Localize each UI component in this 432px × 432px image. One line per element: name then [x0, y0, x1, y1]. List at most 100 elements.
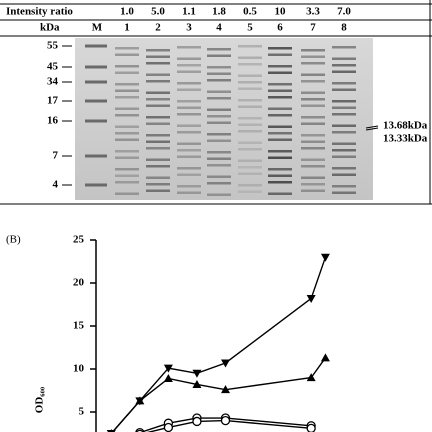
lane-band [238, 159, 262, 162]
lane-band [268, 53, 292, 56]
lane-band [207, 108, 231, 111]
lane-band [207, 97, 231, 100]
marker [135, 396, 145, 405]
lane-band [115, 114, 139, 117]
lane-band [177, 64, 201, 67]
lane-band [238, 130, 262, 133]
y-axis-label: OD₆₀₀ [34, 386, 46, 413]
lane-band [268, 107, 292, 110]
lane-band [207, 175, 231, 178]
lane-band [146, 183, 170, 186]
lane-band [177, 167, 201, 170]
ratio-value: 1.0 [120, 6, 134, 18]
ratio-value: 10 [275, 6, 287, 18]
lane-band [301, 183, 325, 186]
lane-label: 4 [216, 22, 222, 34]
lane-band [301, 158, 325, 161]
lane-band [115, 192, 139, 195]
lane-band [146, 104, 170, 107]
lane-band [301, 140, 325, 143]
marker [320, 253, 330, 262]
ratio-value: 1.1 [182, 6, 196, 18]
lane-band [207, 72, 231, 75]
lane-band [207, 139, 231, 142]
lane-band [332, 64, 356, 67]
lane-band [301, 147, 325, 150]
lane-band [177, 124, 201, 127]
marker-band [85, 99, 107, 103]
marker-band [85, 183, 107, 187]
lane-band [301, 122, 325, 125]
lane-label: 7 [310, 22, 316, 34]
lane-label: 3 [186, 22, 192, 34]
lane-band [115, 71, 139, 74]
marker-size: 4 [53, 179, 59, 191]
lane-band [146, 116, 170, 119]
lane-band [207, 133, 231, 136]
lane-band [238, 117, 262, 120]
lane-band [268, 47, 292, 50]
marker [163, 373, 173, 382]
lane-band [177, 191, 201, 194]
lane-band [268, 89, 292, 92]
marker-size: 55 [47, 40, 59, 52]
lane-band [238, 148, 262, 151]
lane-band [332, 82, 356, 85]
lane-band [238, 74, 262, 77]
marker-band [85, 65, 107, 69]
marker [192, 369, 202, 378]
lane-band [115, 65, 139, 68]
lane-band [332, 88, 356, 91]
panel-label: (B) [6, 234, 21, 246]
ratio-value: 1.8 [212, 6, 226, 18]
marker-band [85, 119, 107, 123]
band-annotation: 13.68kDa [383, 120, 428, 132]
lane-band [332, 173, 356, 176]
lane-band [332, 46, 356, 49]
lane-band [146, 49, 170, 52]
lane-band [268, 181, 292, 184]
y-tick-label: 20 [73, 277, 85, 289]
lane-band [238, 141, 262, 144]
lane-band [268, 71, 292, 74]
lane-band [332, 113, 356, 116]
lane-band [115, 132, 139, 135]
lane-band [332, 149, 356, 152]
lane-band [177, 70, 201, 73]
y-tick-label: 25 [73, 234, 85, 246]
lane-label: 8 [341, 22, 347, 34]
lane-band [301, 73, 325, 76]
ratio-value: 7.0 [337, 6, 351, 18]
lane-band [146, 134, 170, 137]
lane-band [332, 57, 356, 60]
lane-band [268, 138, 292, 141]
lane-band [268, 83, 292, 86]
lane-band [146, 165, 170, 168]
lane-band [268, 65, 292, 68]
lane-band [115, 174, 139, 177]
lane-band [177, 88, 201, 91]
lane-band [238, 123, 262, 126]
lane-band [146, 62, 170, 65]
marker [192, 416, 202, 427]
lane-band [301, 91, 325, 94]
lane-band [207, 193, 231, 196]
lane-band [207, 121, 231, 124]
lane-band [301, 80, 325, 83]
lane-band [177, 173, 201, 176]
marker [220, 415, 231, 426]
lane-band [268, 174, 292, 177]
marker [163, 364, 173, 373]
lane-band [115, 181, 139, 184]
lane-band [332, 167, 356, 170]
lane-band [238, 63, 262, 66]
lane-band [115, 47, 139, 50]
lane-band [238, 87, 262, 90]
lane-band [115, 168, 139, 171]
lane-label: 1 [124, 22, 130, 34]
lane-band [177, 57, 201, 60]
lane-band [268, 168, 292, 171]
lane-band [207, 151, 231, 154]
